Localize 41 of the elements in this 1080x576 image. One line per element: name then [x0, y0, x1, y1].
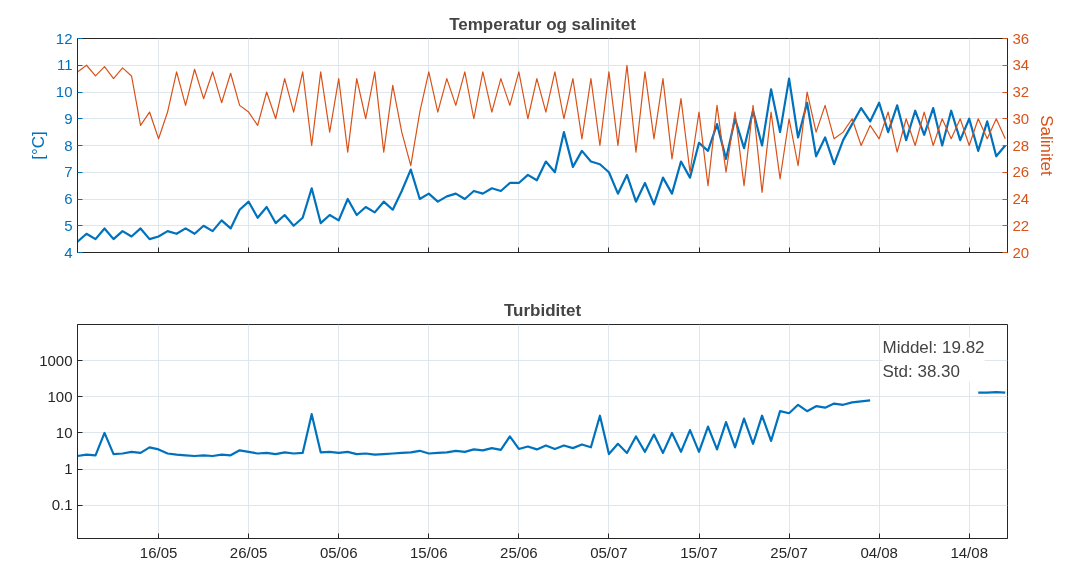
y2-tick-label: 32 — [1012, 83, 1030, 100]
y-tick-label: 10 — [55, 83, 73, 100]
y-tick-label: 1000 — [39, 351, 73, 369]
y2-tick-label: 24 — [1012, 190, 1030, 207]
y-tick-label: 12 — [55, 29, 73, 47]
chart-title: Turbiditet — [503, 300, 582, 320]
line-series — [77, 77, 1007, 243]
annotation: Middel: 19.82 — [882, 337, 985, 357]
x-tick-label: 15/06 — [410, 543, 448, 561]
y-tick-label: 8 — [64, 136, 73, 154]
y2-tick-label: 20 — [1012, 243, 1030, 261]
y2-tick-label: 36 — [1012, 29, 1030, 47]
y-tick-label: 4 — [64, 243, 73, 261]
line-series — [77, 64, 1006, 193]
x-tick-label: 25/07 — [770, 543, 808, 561]
y-axis-title: [°C] — [28, 131, 48, 160]
y-tick-label: 11 — [56, 56, 73, 74]
y-tick-label: 7 — [64, 163, 73, 181]
x-tick-label: 05/07 — [590, 543, 628, 561]
annotation: Std: 38.30 — [882, 362, 961, 382]
x-tick-label: 15/07 — [680, 543, 718, 561]
y2-axis-title: Salinitet — [1037, 115, 1057, 177]
y2-tick-label: 26 — [1012, 163, 1030, 181]
y-tick-label: 100 — [47, 387, 73, 405]
y2-tick-label: 28 — [1012, 136, 1030, 154]
x-tick-label: 05/06 — [319, 543, 358, 561]
y2-tick-label: 34 — [1012, 56, 1030, 74]
x-tick-label: 26/05 — [229, 543, 268, 561]
y-tick-label: 0.1 — [51, 496, 73, 514]
y-tick-label: 9 — [64, 109, 73, 127]
y-tick-label: 5 — [64, 216, 73, 234]
y2-tick-label: 22 — [1012, 216, 1030, 234]
x-tick-label: 25/06 — [500, 543, 538, 561]
y-tick-label: 6 — [64, 190, 73, 207]
x-tick-label: 14/08 — [950, 543, 988, 561]
y-tick-label: 1 — [64, 460, 73, 478]
chart-title: Temperatur og salinitet — [449, 14, 637, 34]
x-tick-label: 04/08 — [860, 543, 898, 561]
x-tick-label: 16/05 — [139, 543, 178, 561]
y-tick-label: 10 — [55, 423, 73, 441]
y2-tick-label: 30 — [1012, 109, 1030, 127]
